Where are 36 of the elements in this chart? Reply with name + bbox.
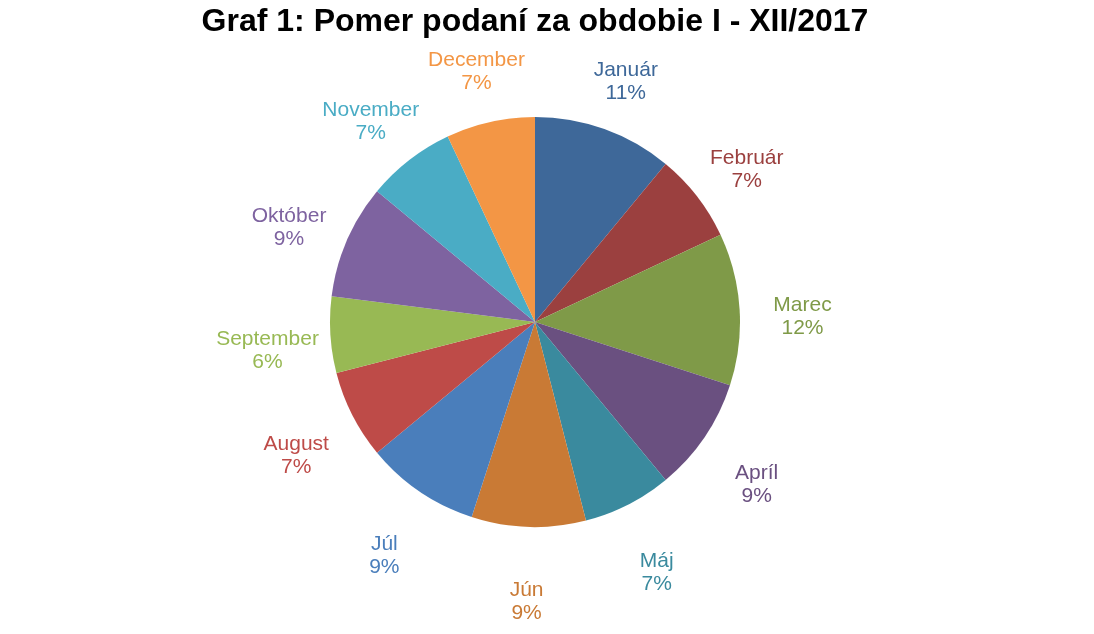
data-label: 9% [273,225,305,249]
slice-label: November [322,97,420,121]
slice-label: Júl [370,530,398,554]
slice-label: Apríl [735,459,779,483]
slice-label: Október [251,202,327,226]
data-label: 7% [731,167,762,191]
pie-slice [331,191,535,322]
pie-slice [336,322,535,453]
data-label: 7% [461,70,492,94]
data-label: 7% [641,570,672,594]
pie-slice [535,322,730,480]
pie-slice [535,117,666,322]
slice-label: Jún [509,576,544,600]
pie-slice [535,322,666,521]
pie-slice [535,234,740,386]
data-label: 7% [281,453,312,477]
pie-slice [535,164,721,322]
data-label: 9% [511,599,542,623]
data-label: 6% [252,348,283,372]
slice-label: Január [593,56,658,80]
data-label: 7% [355,120,386,144]
slice-label: Február [710,144,784,168]
pie-slice [377,322,535,517]
pie-slice [330,296,535,373]
pie-slice [447,117,535,322]
slice-label: August [263,430,330,454]
slice-label: Máj [639,547,674,571]
data-label: 11% [605,79,647,103]
slice-label: September [216,325,319,349]
slice-label: Marec [773,292,832,316]
chart-title: Graf 1: Pomer podaní za obdobie I - XII/2017 [201,2,869,38]
data-label: 9% [369,553,400,577]
pie-slice [471,322,586,527]
data-label: 9% [741,482,772,506]
data-label: 12% [781,315,824,339]
slice-label: December [428,47,525,71]
